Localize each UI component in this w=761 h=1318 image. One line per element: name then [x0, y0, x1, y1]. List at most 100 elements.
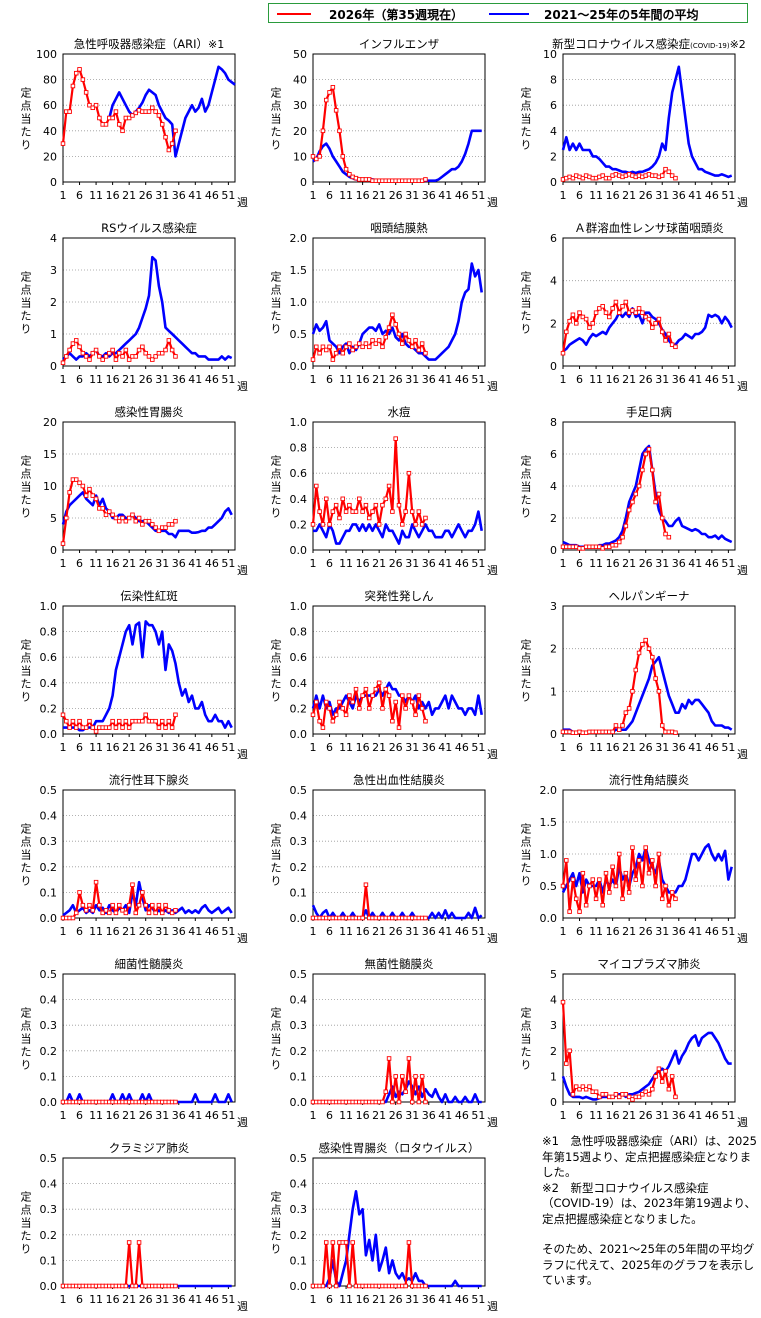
legend-current-swatch — [277, 13, 311, 15]
x-tick-label: 31 — [155, 741, 169, 754]
series-line-current — [563, 448, 670, 550]
point-current — [350, 347, 355, 353]
y-axis-label: た — [521, 1046, 532, 1059]
x-axis-label: 週 — [237, 1300, 248, 1313]
point-current — [640, 883, 645, 889]
point-current — [659, 896, 665, 902]
x-tick-label: 41 — [438, 557, 452, 570]
y-axis-label: 点 — [21, 1204, 32, 1217]
y-axis-label: 当 — [21, 848, 32, 862]
y-axis-label: た — [271, 494, 282, 507]
point-current — [343, 1240, 349, 1245]
y-axis-label: り — [21, 323, 32, 336]
point-current — [113, 357, 119, 362]
chart-title-small: (COVID-19) — [690, 42, 730, 50]
y-axis-label: 当 — [271, 480, 282, 494]
series-line-average — [563, 655, 733, 734]
y-axis-label: 定 — [271, 638, 282, 652]
point-current — [620, 896, 625, 902]
y-axis-label: 点 — [521, 652, 532, 665]
point-current — [343, 344, 349, 350]
point-current — [126, 115, 132, 121]
x-tick-label: 26 — [139, 373, 153, 386]
point-current — [173, 908, 178, 913]
x-tick-label: 46 — [205, 557, 219, 570]
x-tick-label: 21 — [372, 189, 386, 202]
x-tick-label: 1 — [60, 189, 67, 202]
point-current — [373, 341, 379, 346]
point-current — [673, 730, 678, 735]
point-current — [633, 877, 639, 882]
point-current — [153, 525, 158, 530]
point-current — [610, 1094, 615, 1100]
x-tick-label: 51 — [471, 1293, 485, 1306]
point-current — [173, 1283, 178, 1289]
point-current — [380, 706, 385, 711]
y-axis-label: た — [521, 494, 532, 507]
y-tick-label: 0.5 — [540, 880, 558, 893]
chart-title-text: 流行性角結膜炎 — [609, 773, 690, 787]
x-tick-label: 36 — [172, 557, 186, 570]
x-tick-label: 1 — [560, 373, 567, 386]
point-current — [587, 1084, 592, 1089]
point-current — [423, 515, 428, 521]
x-tick-label: 21 — [622, 189, 636, 202]
point-current — [396, 725, 402, 730]
x-axis-label: 週 — [237, 932, 248, 945]
point-current — [150, 105, 155, 111]
point-current — [600, 902, 605, 908]
y-tick-label: 3 — [550, 1019, 557, 1032]
point-current — [146, 518, 152, 524]
point-current — [570, 175, 576, 181]
point-current — [603, 870, 609, 876]
y-tick-label: 0.0 — [40, 912, 58, 925]
x-tick-label: 46 — [705, 741, 719, 754]
point-current — [383, 686, 389, 692]
point-current — [370, 693, 375, 698]
point-current — [646, 870, 652, 876]
x-tick-label: 6 — [76, 189, 83, 202]
y-axis-label: 定 — [21, 86, 32, 100]
point-current — [659, 515, 665, 521]
point-current — [347, 502, 352, 508]
x-tick-label: 26 — [389, 373, 403, 386]
series-line-average — [108, 65, 236, 158]
y-tick-label: 0.2 — [40, 702, 58, 715]
point-current — [120, 128, 125, 134]
y-axis-label: 定 — [21, 1006, 32, 1020]
point-current — [130, 113, 135, 118]
point-current — [320, 128, 326, 134]
y-axis-label: 当 — [271, 1216, 282, 1230]
y-tick-label: 0.6 — [290, 651, 308, 664]
x-tick-label: 31 — [405, 189, 419, 202]
y-tick-label: 100 — [36, 48, 57, 61]
point-current — [123, 518, 129, 524]
y-axis-label: 点 — [271, 1020, 282, 1033]
x-tick-label: 6 — [76, 557, 83, 570]
point-current — [663, 1069, 668, 1074]
point-current — [333, 502, 339, 508]
x-tick-label: 16 — [606, 373, 620, 386]
point-current — [173, 518, 178, 524]
y-axis-label: 定 — [271, 270, 282, 284]
point-current — [363, 502, 369, 508]
series-line-current — [61, 68, 177, 152]
point-current — [663, 338, 668, 343]
x-tick-label: 46 — [205, 373, 219, 386]
x-tick-label: 51 — [721, 373, 735, 386]
x-tick-label: 26 — [139, 925, 153, 938]
x-tick-label: 11 — [89, 925, 103, 938]
y-tick-label: 0 — [550, 544, 557, 557]
chart-title-text: 水痘 — [388, 405, 411, 419]
x-tick-label: 6 — [326, 1109, 333, 1122]
x-tick-label: 11 — [339, 557, 353, 570]
y-tick-label: 2 — [550, 1045, 557, 1058]
x-axis-label: 週 — [487, 1300, 498, 1313]
point-current — [409, 509, 415, 514]
point-current — [577, 909, 582, 914]
point-current — [363, 882, 369, 887]
point-current — [403, 706, 408, 711]
point-current — [650, 654, 655, 660]
